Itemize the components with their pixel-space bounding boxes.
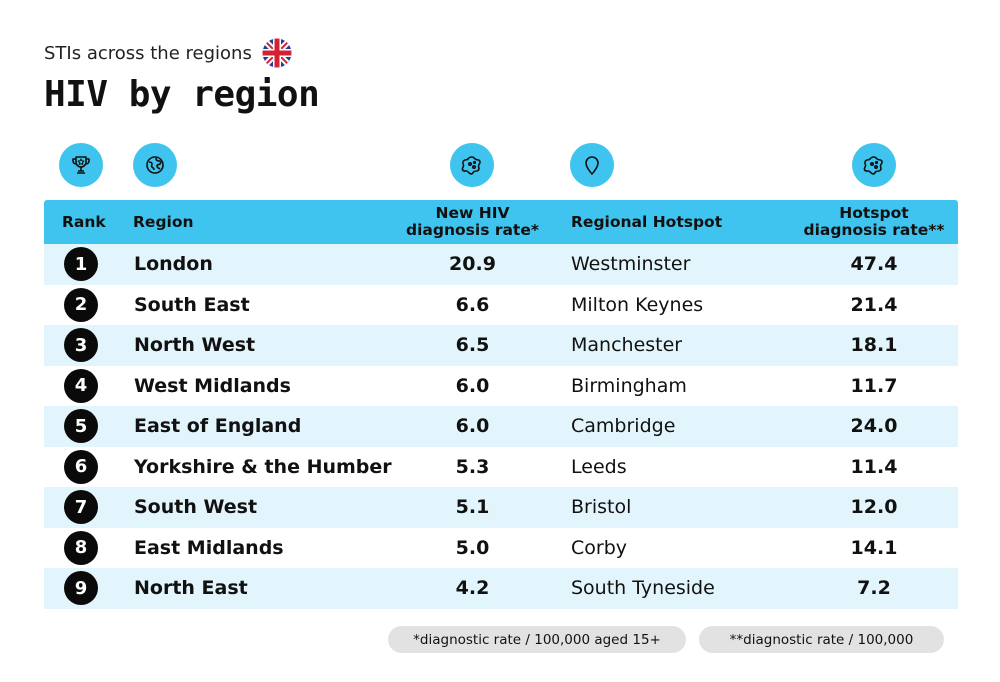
rank-badge: 5 — [64, 409, 98, 444]
diagnosis-rate: 5.0 — [455, 536, 490, 559]
hotspot-name: Leeds — [571, 455, 627, 478]
column-header-hotspot: Regional Hotspot — [571, 212, 723, 231]
rank-badge: 9 — [64, 571, 98, 606]
table-row: 3 North West 6.5 Manchester 18.1 — [44, 325, 958, 366]
hotspot-name: South Tyneside — [571, 577, 715, 600]
region-name: South East — [134, 293, 250, 316]
hotspot-rate: 12.0 — [850, 496, 898, 519]
table-row: 7 South West 5.1 Bristol 12.0 — [44, 487, 958, 528]
table-row: 5 East of England 6.0 Cambridge 24.0 — [44, 406, 958, 447]
hotspot-name: Milton Keynes — [571, 293, 704, 316]
hiv-region-table: Rank Region New HIV diagnosis rate* Regi… — [44, 200, 958, 609]
page-title: HIV by region — [44, 74, 320, 115]
hotspot-rate: 47.4 — [850, 253, 898, 276]
region-name: North East — [134, 577, 248, 600]
rank-badge: 2 — [64, 287, 98, 322]
uk-flag-icon — [262, 38, 292, 68]
hotspot-rate: 11.7 — [850, 374, 898, 397]
table-header: Rank Region New HIV diagnosis rate* Regi… — [44, 200, 958, 244]
hotspot-rate: 24.0 — [850, 415, 898, 438]
diagnosis-rate: 20.9 — [449, 253, 496, 276]
column-header-hotspot-rate: Hotspot diagnosis rate** — [784, 200, 964, 244]
footnote-hotspot-rate: **diagnostic rate / 100,000 — [699, 626, 944, 653]
rank-badge: 8 — [64, 530, 98, 565]
region-name: North West — [134, 334, 256, 357]
hotspot-name: Corby — [571, 536, 628, 559]
diagnosis-rate: 4.2 — [455, 577, 490, 600]
diagnosis-rate: 5.3 — [455, 455, 490, 478]
subtitle-text: STIs across the regions — [44, 42, 252, 64]
column-header-hotspot-rate-line2: diagnosis rate** — [803, 221, 945, 239]
trophy-icon — [59, 143, 103, 187]
virus-icon — [450, 143, 494, 187]
footnote-diagnosis-rate: *diagnostic rate / 100,000 aged 15+ — [388, 626, 686, 653]
diagnosis-rate: 6.5 — [455, 334, 490, 357]
hotspot-rate: 18.1 — [850, 334, 898, 357]
table-row: 6 Yorkshire & the Humber 5.3 Leeds 11.4 — [44, 447, 958, 488]
region-name: Yorkshire & the Humber — [134, 455, 392, 478]
rank-badge: 3 — [64, 328, 98, 363]
hotspot-name: Manchester — [571, 334, 683, 357]
hotspot-rate: 21.4 — [850, 293, 898, 316]
table-row: 9 North East 4.2 South Tyneside 7.2 — [44, 568, 958, 609]
globe-icon — [133, 143, 177, 187]
diagnosis-rate: 5.1 — [455, 496, 490, 519]
virus-icon — [852, 143, 896, 187]
hotspot-name: Bristol — [571, 496, 632, 519]
region-name: East Midlands — [134, 536, 284, 559]
column-header-rank: Rank — [62, 212, 106, 231]
hotspot-rate: 7.2 — [857, 577, 891, 600]
region-name: West Midlands — [134, 374, 291, 397]
location-pin-icon — [570, 143, 614, 187]
rank-badge: 6 — [64, 449, 98, 484]
column-header-rate-line2: diagnosis rate* — [406, 221, 539, 239]
region-name: South West — [134, 496, 258, 519]
column-header-region: Region — [133, 212, 194, 231]
rank-badge: 1 — [64, 247, 98, 282]
region-name: East of England — [134, 415, 302, 438]
table-row: 4 West Midlands 6.0 Birmingham 11.7 — [44, 366, 958, 407]
hotspot-name: Cambridge — [571, 415, 676, 438]
diagnosis-rate: 6.0 — [455, 374, 490, 397]
table-row: 8 East Midlands 5.0 Corby 14.1 — [44, 528, 958, 569]
hotspot-name: Birmingham — [571, 374, 687, 397]
diagnosis-rate: 6.6 — [455, 293, 490, 316]
hotspot-rate: 11.4 — [850, 455, 898, 478]
hotspot-rate: 14.1 — [850, 536, 898, 559]
column-header-rate-line1: New HIV — [435, 204, 510, 222]
rank-badge: 4 — [64, 368, 98, 403]
column-header-rate: New HIV diagnosis rate* — [384, 200, 561, 244]
table-row: 1 London 20.9 Westminster 47.4 — [44, 244, 958, 285]
hotspot-name: Westminster — [571, 253, 691, 276]
rank-badge: 7 — [64, 490, 98, 525]
column-header-hotspot-rate-line1: Hotspot — [839, 204, 909, 222]
region-name: London — [134, 253, 213, 276]
subtitle: STIs across the regions — [44, 38, 292, 68]
diagnosis-rate: 6.0 — [455, 415, 490, 438]
table-row: 2 South East 6.6 Milton Keynes 21.4 — [44, 285, 958, 326]
